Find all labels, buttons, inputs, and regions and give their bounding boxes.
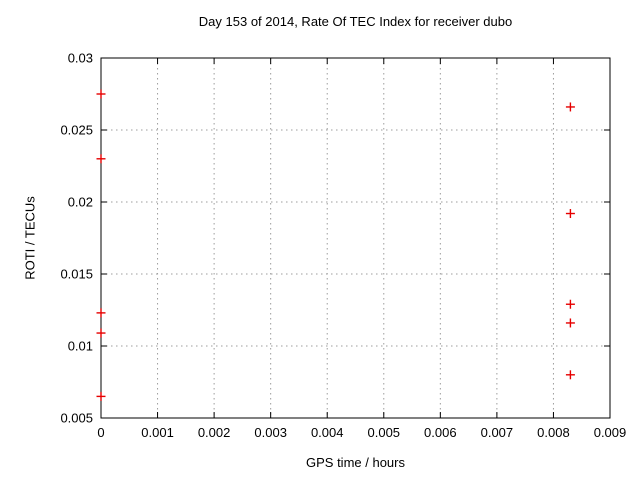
chart-title: Day 153 of 2014, Rate Of TEC Index for r…	[198, 14, 513, 29]
y-tick-label: 0.025	[60, 123, 93, 138]
x-tick-label: 0.001	[141, 425, 174, 440]
x-tick-label: 0.005	[368, 425, 401, 440]
x-tick-label: 0.007	[481, 425, 514, 440]
y-tick-label: 0.015	[60, 267, 93, 282]
y-tick-label: 0.01	[68, 339, 93, 354]
x-tick-label: 0.006	[424, 425, 457, 440]
x-tick-label: 0.004	[311, 425, 344, 440]
y-tick-label: 0.005	[60, 411, 93, 426]
x-tick-label: 0.008	[537, 425, 570, 440]
y-tick-label: 0.02	[68, 195, 93, 210]
plot-border	[100, 57, 611, 419]
x-tick-label: 0.009	[594, 425, 627, 440]
y-tick-label: 0.03	[68, 51, 93, 66]
x-tick-label: 0	[97, 425, 104, 440]
x-axis-label: GPS time / hours	[306, 455, 405, 470]
x-tick-label: 0.003	[254, 425, 287, 440]
x-tick-label: 0.002	[198, 425, 231, 440]
